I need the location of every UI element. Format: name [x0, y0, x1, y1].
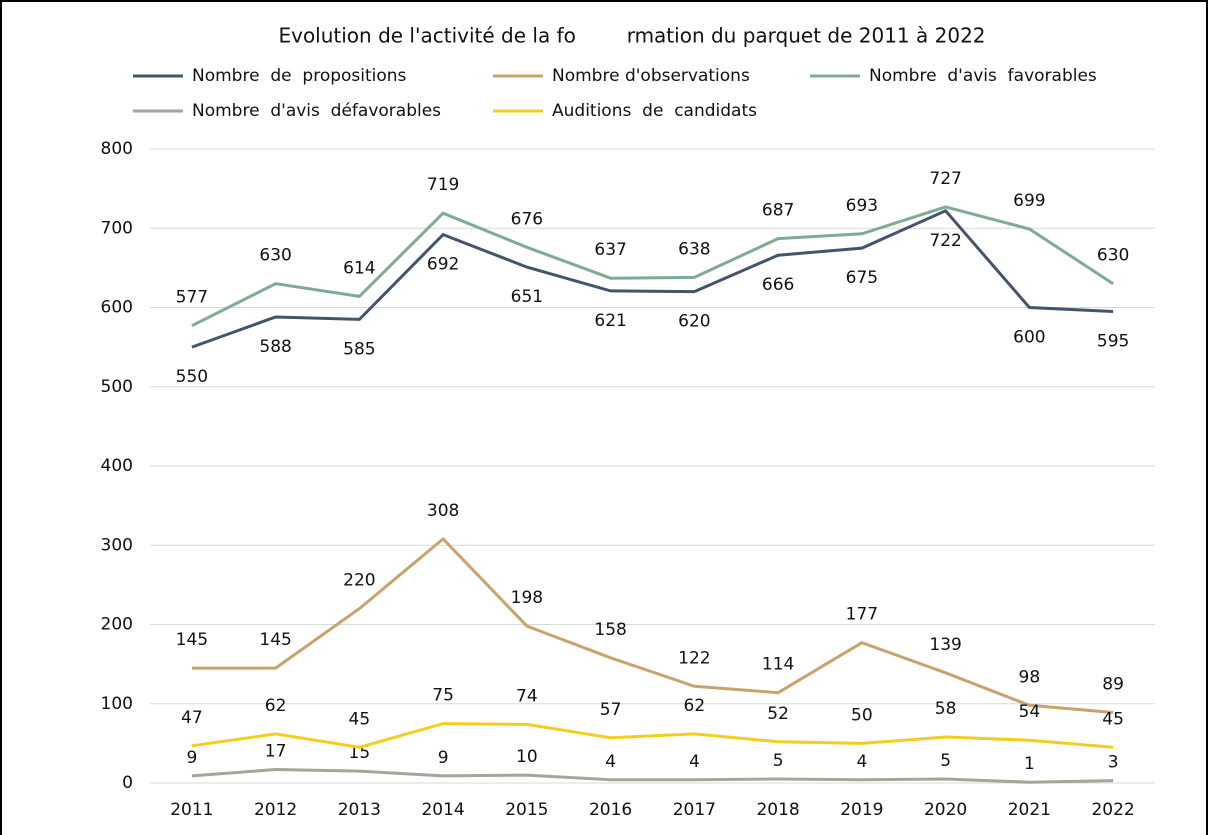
data-label: 158	[594, 620, 626, 640]
data-label: 10	[516, 747, 538, 767]
data-label: 9	[438, 748, 449, 768]
data-label: 638	[678, 239, 710, 259]
y-tick-label: 400	[101, 456, 133, 476]
series-line	[191, 208, 1114, 349]
data-label: 114	[762, 655, 794, 675]
y-tick-label: 800	[101, 139, 133, 159]
data-label: 595	[1097, 331, 1129, 351]
series-line	[191, 205, 1114, 328]
data-label: 45	[1102, 709, 1124, 729]
data-label: 145	[176, 630, 208, 650]
data-label: 722	[929, 231, 961, 251]
data-label: 550	[176, 367, 208, 387]
data-label: 585	[343, 339, 375, 359]
data-label: 74	[516, 686, 538, 706]
y-tick-label: 300	[101, 535, 133, 555]
x-tick-label: 2017	[673, 800, 716, 820]
x-tick-label: 2016	[589, 800, 632, 820]
data-label: 4	[689, 752, 700, 772]
data-label: 50	[851, 705, 873, 725]
data-label: 4	[605, 752, 616, 772]
data-label: 719	[427, 175, 459, 195]
data-label: 89	[1102, 674, 1124, 694]
y-tick-label: 500	[101, 377, 133, 397]
data-label: 727	[929, 169, 961, 189]
x-tick-label: 2015	[505, 800, 548, 820]
data-label: 220	[343, 571, 375, 591]
x-tick-label: 2021	[1008, 800, 1051, 820]
data-label: 308	[427, 501, 459, 521]
data-label: 58	[935, 699, 957, 719]
data-label: 588	[259, 337, 291, 357]
y-tick-label: 700	[101, 218, 133, 238]
data-label: 139	[929, 635, 961, 655]
data-label: 621	[594, 311, 626, 331]
series-line	[191, 767, 1114, 784]
data-label: 62	[684, 696, 706, 716]
data-label: 98	[1019, 667, 1041, 687]
data-label: 45	[349, 709, 371, 729]
y-tick-label: 600	[101, 298, 133, 318]
data-label: 47	[181, 708, 203, 728]
data-label: 198	[511, 588, 543, 608]
x-tick-label: 2012	[254, 800, 297, 820]
data-label: 630	[259, 246, 291, 266]
data-label: 693	[846, 196, 878, 216]
data-label: 145	[259, 630, 291, 650]
data-label: 699	[1013, 191, 1045, 211]
data-label: 5	[940, 751, 951, 771]
y-tick-label: 100	[101, 694, 133, 714]
x-tick-label: 2013	[338, 800, 381, 820]
data-label: 600	[1013, 328, 1045, 348]
data-label: 15	[349, 743, 371, 763]
data-label: 675	[846, 268, 878, 288]
data-label: 4	[856, 752, 867, 772]
x-tick-label: 2022	[1091, 800, 1134, 820]
data-label: 676	[511, 209, 543, 229]
x-tick-label: 2011	[170, 800, 213, 820]
data-label: 687	[762, 201, 794, 221]
data-label: 9	[186, 748, 197, 768]
data-label: 75	[432, 686, 454, 706]
chart-title: Evolution de l'activité de la fo rmation…	[278, 24, 985, 48]
data-label: 122	[678, 648, 710, 668]
data-label: 57	[600, 700, 622, 720]
data-label: 620	[678, 312, 710, 332]
series-line	[191, 536, 1114, 714]
x-tick-label: 2018	[756, 800, 799, 820]
x-tick-label: 2019	[840, 800, 883, 820]
data-label: 614	[343, 258, 375, 278]
data-label: 3	[1108, 753, 1119, 773]
series-line	[191, 722, 1114, 749]
x-tick-label: 2014	[421, 800, 464, 820]
x-tick-label: 2020	[924, 800, 967, 820]
data-label: 17	[265, 742, 287, 762]
legend-label: Nombre d'avis défavorables	[192, 101, 441, 121]
data-label: 630	[1097, 246, 1129, 266]
legend-label: Nombre d'observations	[552, 66, 750, 86]
data-label: 1	[1024, 754, 1035, 774]
data-label: 5	[773, 751, 784, 771]
data-label: 177	[846, 605, 878, 625]
data-label: 577	[176, 288, 208, 308]
data-label: 62	[265, 696, 287, 716]
data-label: 637	[594, 240, 626, 260]
legend-label: Nombre d'avis favorables	[869, 66, 1097, 86]
legend-label: Nombre de propositions	[192, 66, 407, 86]
data-label: 54	[1019, 702, 1041, 722]
y-tick-label: 200	[101, 615, 133, 635]
data-label: 52	[767, 704, 789, 724]
data-label: 666	[762, 275, 794, 295]
data-label: 692	[427, 255, 459, 275]
legend-label: Auditions de candidats	[552, 101, 757, 121]
y-tick-label: 0	[122, 773, 133, 793]
data-label: 651	[511, 287, 543, 307]
